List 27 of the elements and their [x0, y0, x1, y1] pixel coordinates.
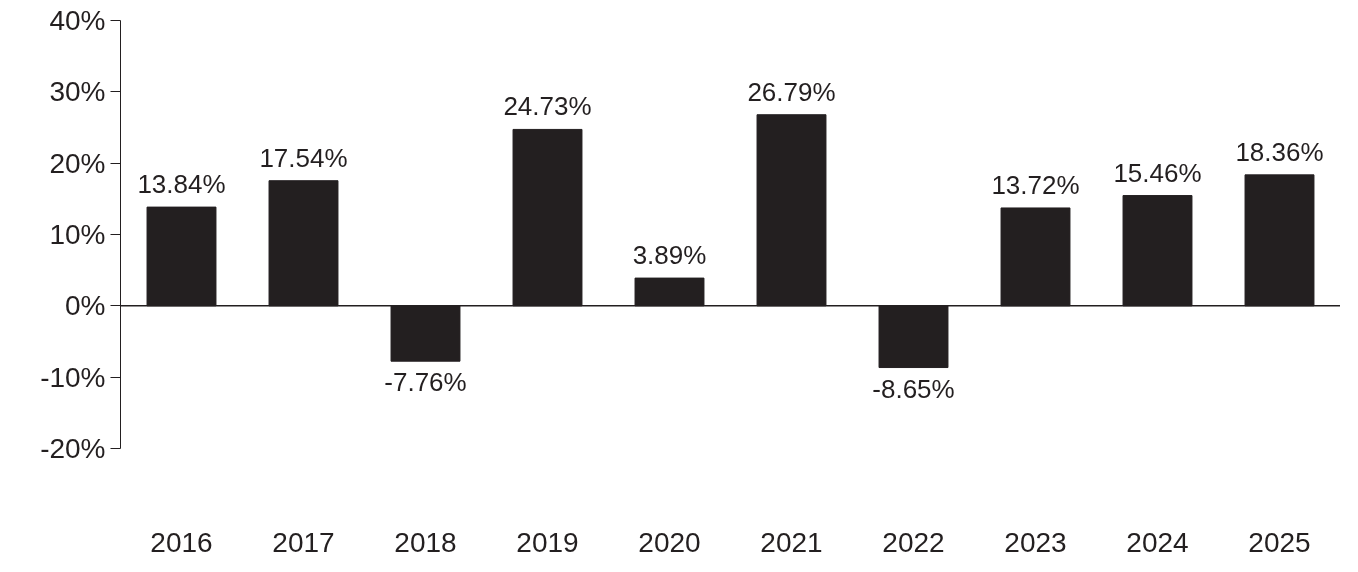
- x-tick-label: 2022: [882, 526, 945, 558]
- x-tick-label: 2020: [638, 526, 701, 558]
- x-tick-label: 2025: [1248, 526, 1311, 558]
- x-tick-label: 2023: [1004, 526, 1067, 558]
- y-tick-label: 0%: [65, 290, 106, 322]
- data-label: 15.46%: [1113, 157, 1202, 188]
- x-tick-label: 2018: [394, 526, 457, 558]
- data-label: -8.65%: [872, 373, 955, 404]
- data-label: 17.54%: [259, 142, 348, 173]
- x-tick-label: 2019: [516, 526, 579, 558]
- y-tick-label: 30%: [49, 76, 106, 108]
- data-label: 26.79%: [747, 76, 836, 107]
- data-label: 24.73%: [503, 91, 592, 122]
- y-tick-label: 20%: [49, 147, 106, 179]
- y-tick-label: -10%: [40, 361, 106, 393]
- y-tick-label: 10%: [49, 219, 106, 250]
- x-tick-label: 2017: [272, 526, 335, 558]
- data-label: 13.84%: [137, 169, 226, 200]
- y-tick-label: -20%: [40, 433, 106, 464]
- data-label: 13.72%: [991, 169, 1080, 200]
- x-tick-label: 2016: [150, 526, 213, 558]
- x-tick-label: 2024: [1126, 526, 1189, 558]
- x-tick-label: 2021: [760, 526, 823, 558]
- data-label: 3.89%: [632, 240, 707, 271]
- data-label: -7.76%: [384, 367, 467, 398]
- data-label: 18.36%: [1235, 136, 1324, 167]
- y-tick-label: 40%: [49, 5, 106, 36]
